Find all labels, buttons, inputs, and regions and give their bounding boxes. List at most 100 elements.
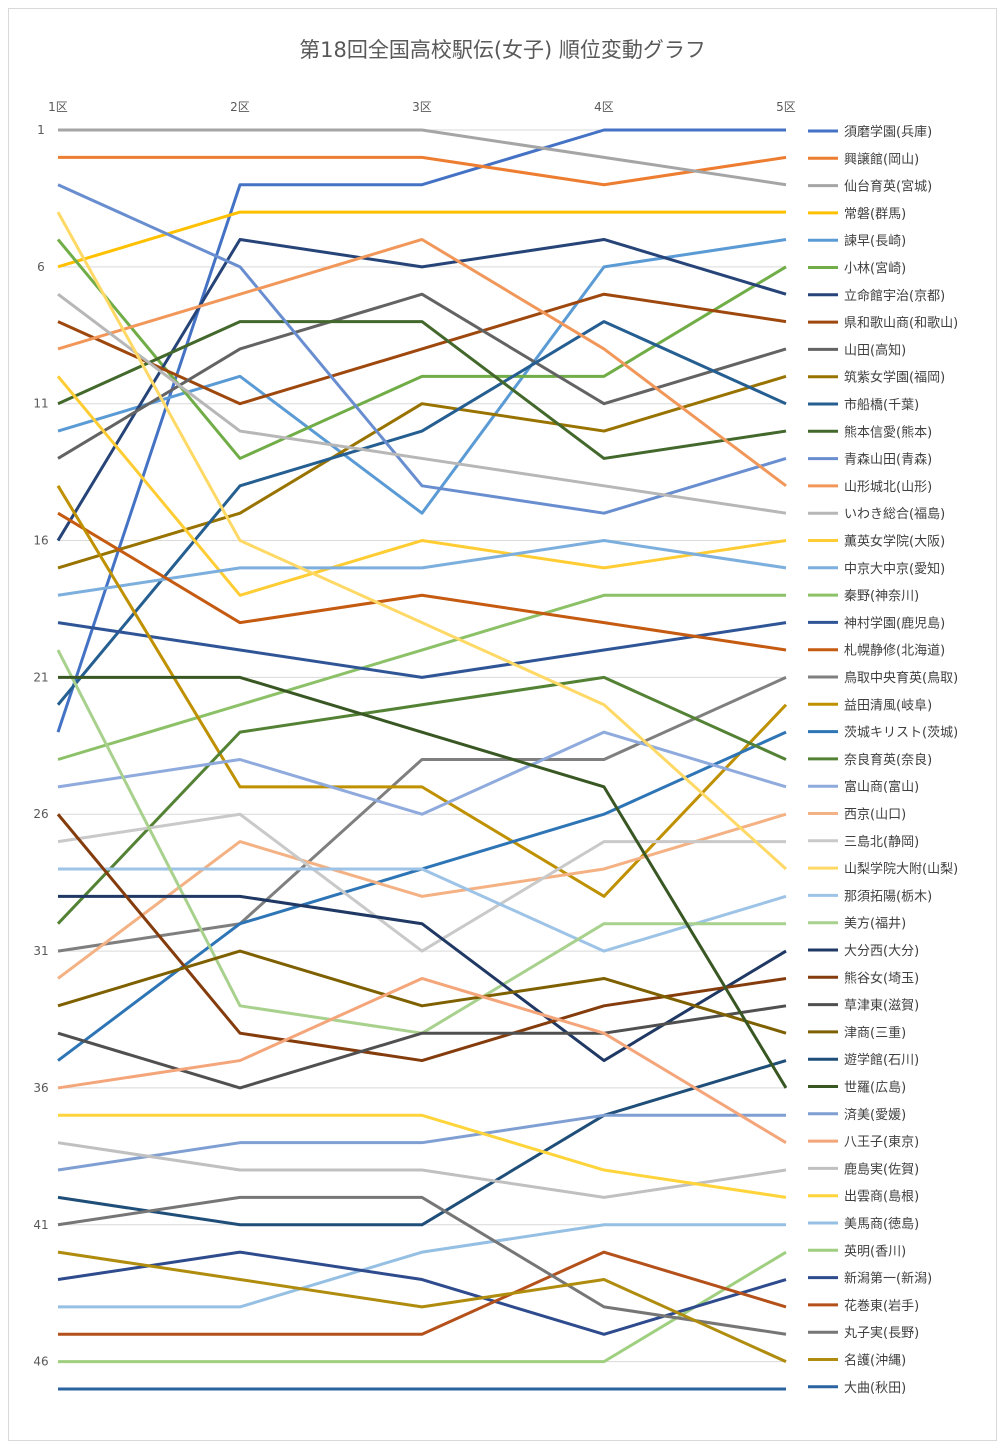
series-line	[56, 485, 788, 898]
legend-label: 富山商(富山)	[844, 779, 919, 795]
legend-label: 興譲館(岡山)	[844, 151, 919, 167]
series-line	[56, 237, 787, 542]
legend-label: 市船橋(千葉)	[844, 397, 919, 413]
legend-label: 世羅(広島)	[844, 1081, 906, 1096]
y-tick-label: 21	[33, 670, 48, 684]
x-tick-label: 4区	[594, 100, 614, 114]
series-line	[57, 210, 786, 269]
legend-label: 丸子実(長野)	[844, 1325, 919, 1341]
legend-label: 山田(高知)	[844, 342, 906, 358]
legend-label: 筑紫女学園(福岡)	[844, 370, 945, 386]
x-tick-label: 1区	[48, 100, 68, 114]
legend-label: 青森山田(青森)	[844, 453, 932, 468]
series-line	[58, 155, 787, 187]
legend-label: 県和歌山商(和歌山)	[844, 316, 958, 331]
series-line	[57, 511, 787, 652]
series-line	[56, 128, 786, 733]
legend-label: 三島北(静岡)	[844, 835, 919, 850]
legend-label: 山形城北(山形)	[844, 480, 932, 495]
legend-label: 秦野(神奈川)	[844, 589, 919, 604]
series-line	[58, 1250, 787, 1364]
legend-label: 茨城キリスト(茨城)	[844, 726, 958, 741]
series-line	[57, 292, 787, 406]
series-line	[57, 1113, 786, 1172]
legend-label: 遊学館(石川)	[844, 1052, 919, 1068]
legend-label: 山梨学院大附(山梨)	[844, 861, 958, 877]
legend-label: 中京大中京(愛知)	[844, 561, 945, 577]
legend-label: 益田清風(岐阜)	[844, 697, 932, 713]
legend-label: 八王子(東京)	[844, 1134, 919, 1150]
series-line	[57, 1141, 787, 1199]
series-line	[57, 374, 787, 570]
y-tick-label: 36	[33, 1081, 48, 1095]
legend-label: 大曲(秋田)	[844, 1381, 906, 1396]
series-line	[58, 1223, 786, 1309]
y-tick-label: 46	[33, 1355, 48, 1369]
series-line	[57, 976, 787, 1144]
legend-label: 出雲商(島根)	[844, 1190, 919, 1205]
y-tick-label: 41	[33, 1218, 48, 1232]
series-line	[58, 675, 788, 1089]
legend-label: 札幌静修(北海道)	[844, 643, 945, 659]
series-line	[56, 375, 787, 597]
series-line	[57, 1195, 787, 1336]
series-line	[58, 867, 787, 953]
legend-label: 済美(愛媛)	[844, 1107, 906, 1123]
legend-label: 常磐(群馬)	[844, 207, 906, 222]
legend-label: 立命館宇治(京都)	[844, 288, 945, 304]
y-tick-label: 26	[33, 807, 48, 821]
legend-label: 薫英女学院(大阪)	[844, 534, 945, 550]
y-tick-label: 31	[33, 944, 48, 958]
legend-label: 美方(福井)	[844, 916, 906, 932]
series-line	[57, 593, 786, 761]
series-line	[56, 320, 787, 706]
legend-label: いわき総合(福島)	[844, 507, 945, 522]
series-line	[57, 320, 787, 460]
series-line	[57, 1059, 787, 1227]
legend-label: 西京(山口)	[844, 808, 906, 823]
legend-label: 神村学園(鹿児島)	[844, 615, 945, 631]
y-tick-label: 11	[33, 397, 48, 411]
legend-label: 鳥取中央育英(鳥取)	[844, 670, 958, 686]
legend-label: 草津東(滋賀)	[844, 998, 919, 1014]
y-tick-label: 6	[37, 260, 45, 274]
x-tick-label: 3区	[412, 100, 432, 114]
y-tick-label: 1	[37, 123, 45, 137]
legend-label: 須磨学園(兵庫)	[844, 124, 932, 140]
chart-title: 第18回全国高校駅伝(女子) 順位変動グラフ	[299, 38, 706, 62]
legend-label: 新潟第一(新潟)	[844, 1271, 932, 1287]
legend-label: 小林(宮崎)	[844, 261, 906, 277]
series-line	[57, 1250, 787, 1336]
x-tick-label: 5区	[776, 100, 796, 114]
legend-label: 熊本信愛(熊本)	[844, 424, 932, 440]
series-line	[57, 1250, 787, 1363]
series-line	[57, 237, 787, 488]
x-tick-label: 2区	[230, 100, 250, 114]
series-line	[58, 128, 787, 187]
legend-label: 花巻東(岩手)	[844, 1298, 919, 1314]
series-line	[56, 211, 788, 871]
series-line	[57, 812, 786, 953]
series-line	[56, 675, 787, 925]
series-line	[58, 1113, 787, 1199]
legend-label: 美馬商(徳島)	[844, 1217, 919, 1232]
series-line	[57, 676, 787, 953]
legend-label: 諫早(長崎)	[844, 233, 906, 249]
legend-label: 名護(沖縄)	[844, 1353, 906, 1369]
legend-label: 熊谷女(埼玉)	[844, 970, 919, 986]
series-line	[57, 293, 787, 515]
legend-label: 奈良育英(奈良)	[844, 752, 932, 768]
legend-label: 鹿島実(佐賀)	[844, 1161, 919, 1177]
legend-label: 那須拓陽(栃木)	[844, 889, 932, 904]
y-tick-label: 16	[33, 534, 48, 548]
series-line	[58, 1250, 787, 1336]
series-line	[57, 949, 787, 1035]
series-line	[57, 539, 787, 597]
series-line	[57, 730, 787, 816]
legend-label: 英明(香川)	[844, 1244, 906, 1259]
series-line	[57, 621, 787, 679]
legend-label: 大分西(大分)	[844, 944, 919, 959]
legend-label: 津商(三重)	[844, 1025, 906, 1041]
legend-label: 仙台育英(宮城)	[844, 179, 932, 195]
